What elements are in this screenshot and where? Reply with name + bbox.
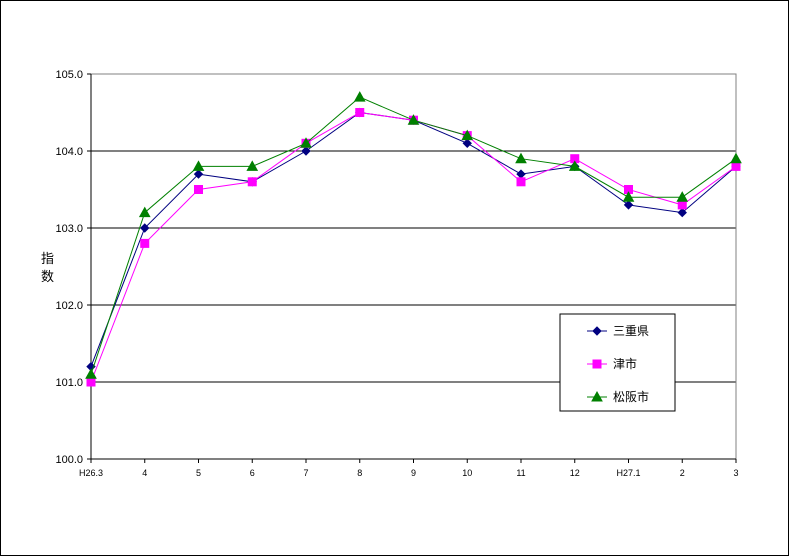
data-point xyxy=(85,368,97,379)
y-axis-ticks: 100.0 101.0 102.0 103.0 104.0 105.0 xyxy=(55,69,92,466)
legend-label: 津市 xyxy=(613,356,637,371)
data-point xyxy=(677,207,687,218)
data-point xyxy=(301,146,311,156)
data-point xyxy=(516,169,526,179)
data-point xyxy=(246,160,259,171)
data-point xyxy=(622,191,635,202)
data-point xyxy=(516,177,526,187)
data-point xyxy=(355,108,365,117)
data-point xyxy=(193,169,204,179)
x-tick-label: 9 xyxy=(411,468,416,478)
x-tick-label: 6 xyxy=(250,468,255,478)
data-point xyxy=(730,152,742,164)
data-point xyxy=(140,238,150,248)
data-point xyxy=(461,129,474,141)
data-point xyxy=(138,206,151,218)
legend-label: 三重県 xyxy=(613,324,649,338)
legend-item: 三重県 xyxy=(587,324,649,338)
data-point xyxy=(300,137,312,148)
y-tick-label: 102.0 xyxy=(55,300,83,312)
x-tick-label: 2 xyxy=(680,468,685,478)
x-tick-label: 8 xyxy=(357,468,362,478)
legend-item: 津市 xyxy=(587,356,637,371)
data-point xyxy=(192,160,205,171)
data-point xyxy=(676,191,689,202)
legend-item: 松阪市 xyxy=(587,389,649,404)
data-point xyxy=(731,161,741,171)
legend-marker xyxy=(591,390,603,402)
x-tick-label: 12 xyxy=(570,468,580,478)
data-point xyxy=(677,200,687,210)
data-point xyxy=(353,91,366,102)
data-point xyxy=(623,200,634,210)
x-tick-label: 7 xyxy=(303,468,308,478)
x-tick-label: 5 xyxy=(196,468,201,478)
data-point xyxy=(407,114,420,125)
y-axis-label: 指数 xyxy=(41,252,54,285)
x-tick-label: 4 xyxy=(142,468,147,478)
data-point xyxy=(568,160,581,171)
y-tick-label: 101.0 xyxy=(55,377,83,389)
x-axis-ticks: H26.3 4 5 6 7 8 9 10 11 12 H27.1 2 3 xyxy=(79,458,739,478)
legend-marker xyxy=(592,359,602,369)
x-tick-label: 10 xyxy=(462,468,472,478)
y-tick-label: 100.0 xyxy=(55,454,83,466)
y-tick-label: 103.0 xyxy=(55,223,83,235)
data-point xyxy=(194,185,203,194)
y-tick-label: 105.0 xyxy=(55,69,83,81)
data-point xyxy=(462,138,472,149)
data-point xyxy=(515,152,527,164)
data-point xyxy=(86,377,96,387)
x-tick-label: H26.3 xyxy=(79,468,103,478)
data-point xyxy=(247,177,257,187)
legend-label: 松阪市 xyxy=(613,389,649,404)
series-3 xyxy=(85,91,742,379)
x-tick-label: 3 xyxy=(733,468,738,478)
legend-box xyxy=(559,313,676,412)
x-tick-label: 11 xyxy=(516,468,525,478)
y-tick-label: 104.0 xyxy=(55,146,83,158)
series-group xyxy=(85,91,742,387)
x-tick-label: H27.1 xyxy=(616,468,640,478)
data-point xyxy=(140,223,150,233)
legend-marker xyxy=(592,326,602,336)
